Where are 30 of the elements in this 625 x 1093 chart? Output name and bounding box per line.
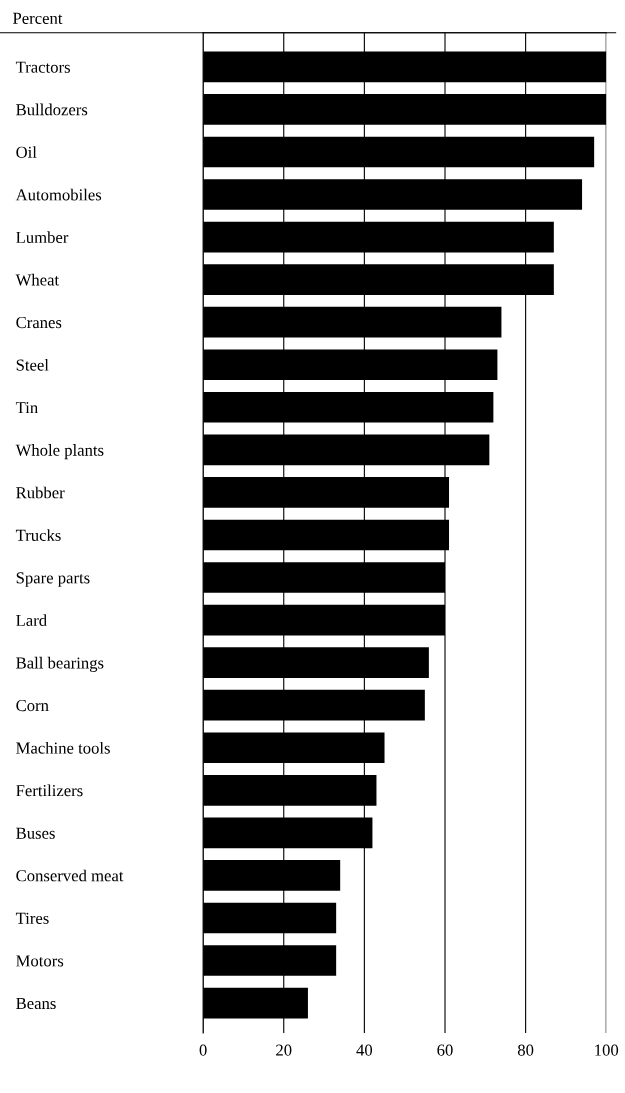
y-tick-label: Beans bbox=[16, 997, 56, 1010]
y-tick-label: Spare parts bbox=[16, 572, 90, 587]
y-tick-label: Cranes bbox=[16, 316, 62, 329]
y-tick-label: Tin bbox=[15, 402, 38, 414]
y-tick-label: Buses bbox=[16, 827, 55, 839]
y-tick-label: Lard bbox=[16, 614, 47, 627]
y-tick-label: Corn bbox=[16, 699, 49, 712]
x-tick-label: 100 bbox=[595, 1044, 619, 1056]
y-tick-label: Tractors bbox=[15, 61, 70, 73]
y-tick-label: Trucks bbox=[15, 529, 61, 541]
x-tick-label: 60 bbox=[437, 1044, 453, 1056]
y-tick-label: Wheat bbox=[15, 273, 60, 286]
y-tick-label: Conserved meat bbox=[16, 869, 124, 882]
y-tick-label: Oil bbox=[16, 146, 37, 158]
y-tick-label: Lumber bbox=[16, 231, 69, 244]
text: Percent bbox=[12, 12, 63, 24]
x-tick-label: 40 bbox=[356, 1044, 373, 1056]
y-tick-label: Tires bbox=[15, 912, 49, 924]
y-tick-label: Steel bbox=[16, 358, 49, 371]
x-tick-label: 0 bbox=[199, 1044, 207, 1056]
y-tick-label: Bulldozers bbox=[16, 103, 88, 116]
y-tick-label: Rubber bbox=[16, 486, 65, 499]
y-tick-label: Whole plants bbox=[15, 444, 104, 460]
y-tick-label: Automobiles bbox=[15, 188, 102, 201]
x-tick-label: 20 bbox=[276, 1044, 292, 1056]
x-tick-label: 80 bbox=[517, 1044, 534, 1056]
y-tick-label: Ball bearings bbox=[16, 656, 104, 673]
y-tick-label: Machine tools bbox=[16, 741, 110, 754]
y-tick-label: Motors bbox=[16, 955, 64, 967]
y-tick-label: Fertilizers bbox=[16, 784, 83, 797]
